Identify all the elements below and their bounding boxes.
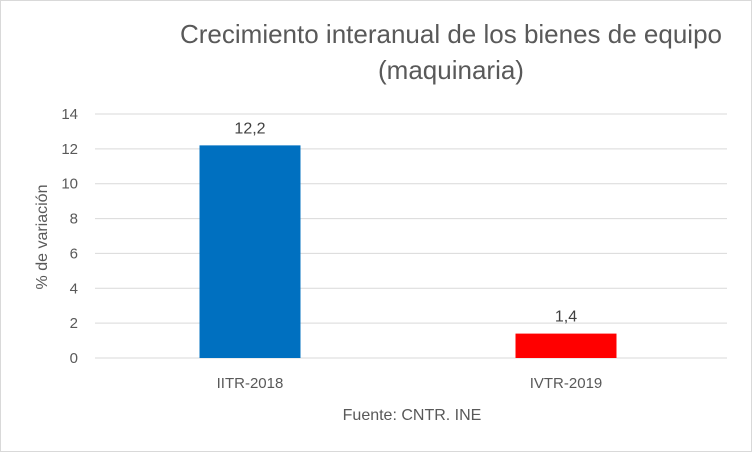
y-tick-label: 12 <box>61 141 78 158</box>
chart-title-line-1: Crecimiento interanual de los bienes de … <box>179 19 722 49</box>
y-tick-label: 0 <box>70 350 78 367</box>
data-label: 12,2 <box>234 120 265 137</box>
y-tick-label: 8 <box>70 211 78 228</box>
data-label: 1,4 <box>555 309 577 326</box>
chart-title-line-2: (maquinaria) <box>378 55 524 85</box>
y-tick-label: 4 <box>70 280 78 297</box>
bar-iitr-2018 <box>199 145 301 358</box>
x-tick-label: IVTR-2019 <box>530 375 603 392</box>
bar-ivtr-2019 <box>515 333 617 358</box>
y-tick-label: 14 <box>61 106 78 123</box>
y-tick-label: 6 <box>70 245 78 262</box>
y-axis-title: % de variación <box>34 185 51 290</box>
x-tick-label: IITR-2018 <box>217 375 284 392</box>
source-note: Fuente: CNTR. INE <box>343 407 482 424</box>
y-tick-label: 2 <box>70 315 78 332</box>
y-tick-label: 10 <box>61 176 78 193</box>
